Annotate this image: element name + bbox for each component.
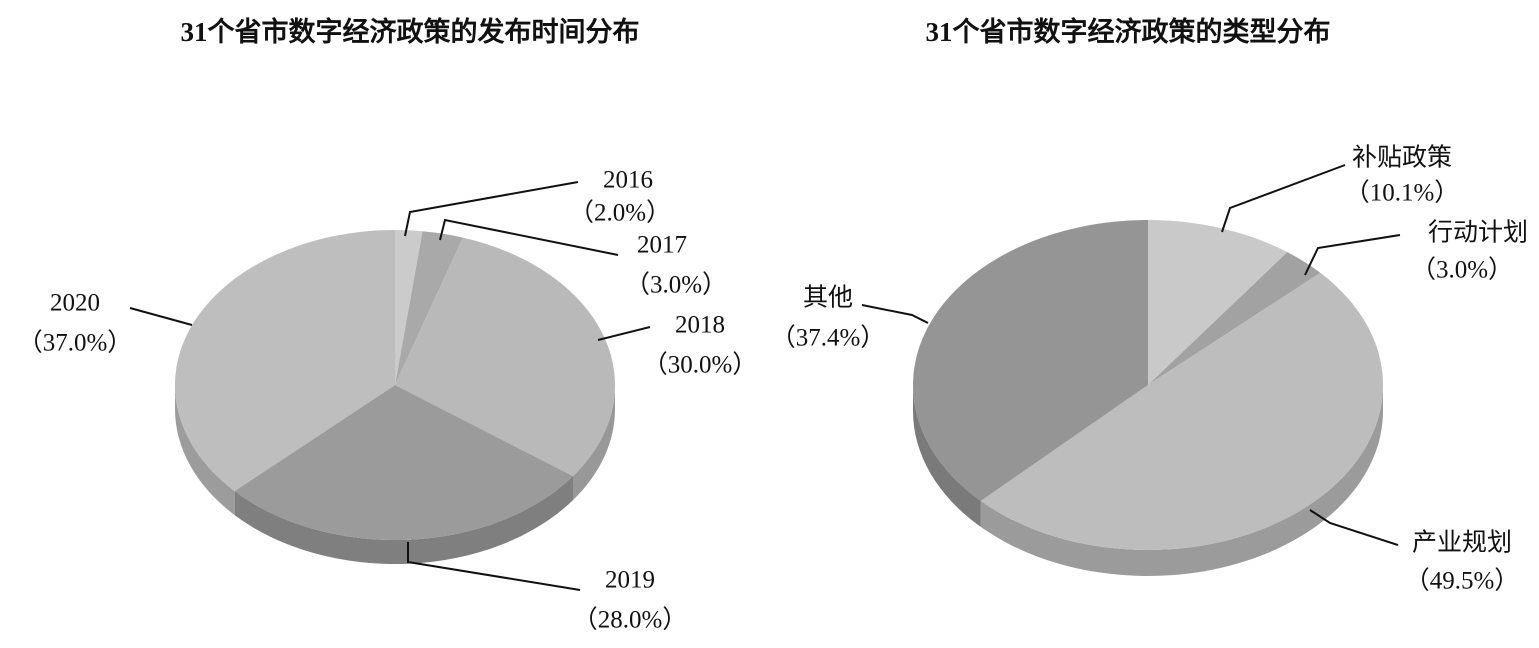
value-label: （3.0%） [625, 271, 727, 299]
leader-line [1304, 234, 1401, 276]
slice-label: 2017 [637, 232, 687, 259]
value-label: （37.4%） [771, 324, 886, 352]
pie-slice [980, 272, 1384, 551]
value-label: （49.5%） [1405, 567, 1520, 595]
leader-line [129, 307, 193, 326]
leader-line [1221, 164, 1346, 233]
value-label: （3.0%） [1411, 256, 1513, 284]
value-label: （10.1%） [1345, 179, 1460, 207]
slice-side [572, 385, 615, 501]
chart-title: 31个省市数字经济政策的类型分布 [926, 16, 1331, 47]
pie-slice [395, 230, 423, 385]
slice-label: 2016 [603, 167, 653, 194]
leader-line [597, 326, 651, 341]
value-label: （37.0%） [18, 329, 133, 357]
leader-line [439, 218, 619, 256]
pie-slice [234, 385, 573, 540]
value-label: （30.0%） [643, 351, 758, 379]
value-label: （28.0%） [573, 606, 688, 634]
leader-line [1309, 509, 1399, 546]
slice-label: 2018 [675, 312, 725, 339]
slice-side [980, 385, 1383, 576]
slice-label: 2020 [50, 290, 100, 317]
pie-slice [1148, 252, 1321, 385]
slice-side [175, 385, 235, 516]
slice-side [234, 476, 573, 564]
pie-slice [1148, 220, 1288, 385]
slice-label: 行动计划 [1428, 219, 1528, 247]
slice-label: 产业规划 [1412, 529, 1512, 557]
slice-side [913, 385, 981, 527]
slice-label: 补贴政策 [1352, 144, 1452, 172]
leader-line [407, 542, 581, 591]
pie-slice [395, 237, 615, 477]
pie-slice [912, 220, 1148, 501]
slice-label: 其他 [803, 284, 853, 312]
slice-label: 2019 [605, 567, 655, 594]
leader-line [861, 304, 929, 324]
value-label: （2.0%） [569, 199, 671, 227]
pie-slice [175, 230, 395, 492]
chart-title: 31个省市数字经济政策的发布时间分布 [181, 16, 640, 47]
leader-line [404, 181, 579, 237]
pie-slice [395, 231, 463, 385]
